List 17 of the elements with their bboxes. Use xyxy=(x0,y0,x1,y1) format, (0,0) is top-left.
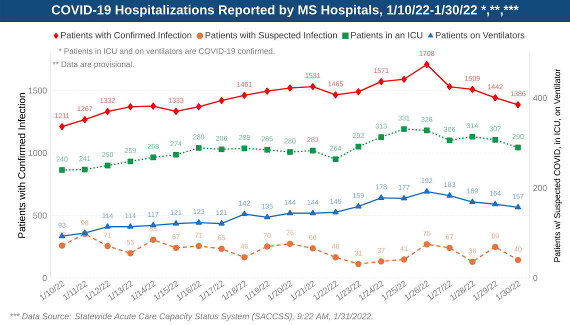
y2-tick-label: 200 xyxy=(533,184,547,192)
text: *** Data Source: Statewide Acute Care Capacity Status System (SACCSS), 9:22 AM, 1/31/2022. xyxy=(10,313,373,321)
y-axis-title: Patients with Confirmed Infection xyxy=(18,93,26,238)
y2-tick-label: 400 xyxy=(533,95,547,102)
y-tick-label: 1000 xyxy=(28,150,47,156)
legend-label: Patients with Suspected Infection xyxy=(206,32,337,40)
chart-title: COVID-19 Hospitalizations Reported by MS Hospitals, 1/10/22-1/30/22 *,**,*** xyxy=(52,4,519,18)
y-tick-label: 500 xyxy=(33,212,47,219)
y2-axis-title: Patients w/ Suspected COVID, in ICU, on Ventilator xyxy=(554,68,562,262)
legend-label: Patients in an ICU xyxy=(351,32,422,38)
y-tick-label: 1500 xyxy=(28,88,47,94)
annotation: ** Data are provisional. xyxy=(52,61,134,69)
y-tick-label: 0 xyxy=(42,275,47,282)
annotation: * Patients in ICU and on ventilators are COVID-19 confirmed. xyxy=(58,48,274,54)
legend-label: Patients on Ventilators xyxy=(436,32,524,38)
y2-tick-label: 0 xyxy=(533,274,538,282)
legend-label: Patients with Confirmed Infection xyxy=(61,32,192,38)
